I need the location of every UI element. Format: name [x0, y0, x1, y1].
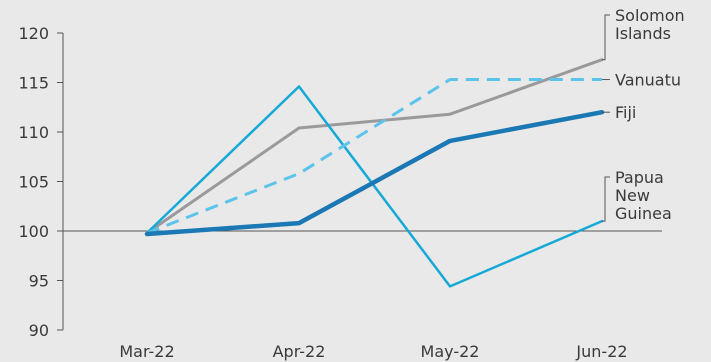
label-leader — [602, 176, 610, 222]
axes: 90 95 100 105 110 115 120 Mar-22 Apr-22 May-22 Jun… — [18, 24, 662, 361]
series-line — [146, 78, 602, 235]
series-label: Papua — [615, 168, 664, 187]
series-line — [145, 58, 604, 235]
x-tick-label: May-22 — [421, 342, 480, 361]
y-tick-label: 120 — [18, 24, 49, 43]
y-tick-label: 110 — [18, 123, 49, 142]
label-leader — [602, 14, 610, 61]
x-tick-label: Apr-22 — [273, 342, 326, 361]
y-tick-label: 100 — [18, 222, 49, 241]
series-label: Fiji — [615, 103, 636, 122]
x-tick-label: Mar-22 — [119, 342, 174, 361]
y-tick-label: 115 — [18, 74, 49, 93]
series-label: New — [615, 186, 650, 205]
series-label: Vanuatu — [615, 71, 681, 90]
series-label: Solomon — [615, 6, 685, 25]
y-tick-label: 105 — [18, 173, 49, 192]
series-lines — [144, 58, 605, 288]
series-label: Islands — [615, 24, 671, 43]
x-tick-label: Jun-22 — [575, 342, 627, 361]
series-line — [144, 109, 605, 237]
y-tick-label: 90 — [29, 321, 49, 340]
y-tick-label: 95 — [29, 272, 49, 291]
series-label: Guinea — [615, 204, 672, 223]
series-line — [145, 85, 604, 288]
